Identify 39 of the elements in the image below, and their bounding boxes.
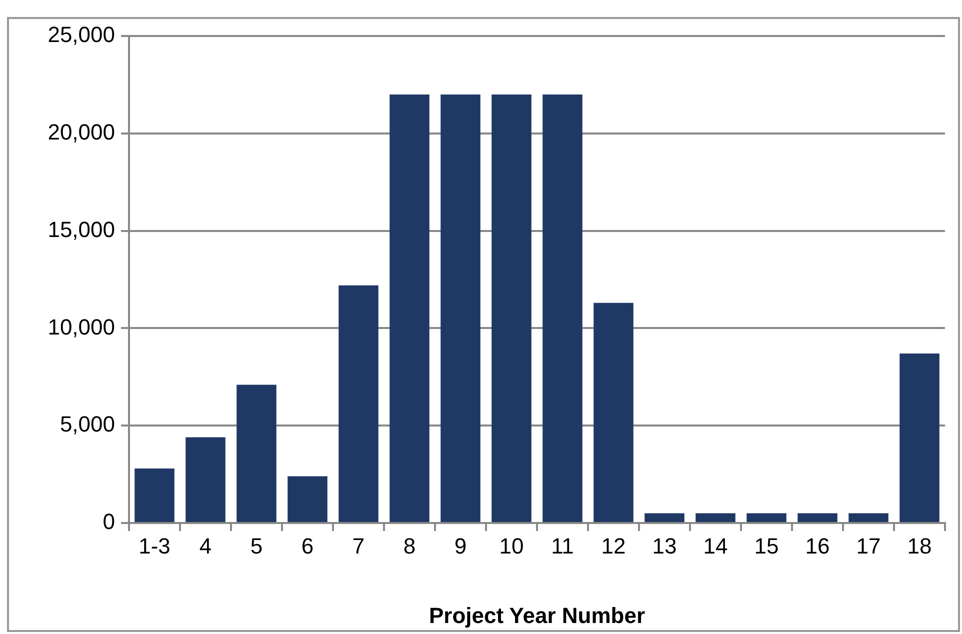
bar bbox=[390, 94, 430, 522]
bar bbox=[440, 94, 480, 522]
x-tick-label: 5 bbox=[250, 533, 263, 558]
bar bbox=[746, 513, 786, 522]
x-tick-label: 12 bbox=[601, 533, 626, 558]
bar bbox=[900, 354, 940, 522]
bar bbox=[798, 513, 838, 522]
x-tick-label: 16 bbox=[805, 533, 830, 558]
x-tick-label: 18 bbox=[907, 533, 932, 558]
bar bbox=[696, 513, 736, 522]
bar bbox=[186, 437, 226, 522]
bar bbox=[848, 513, 888, 522]
bar bbox=[288, 476, 328, 522]
bar bbox=[492, 94, 532, 522]
x-tick-label: 6 bbox=[301, 533, 314, 558]
x-tick-label: 10 bbox=[499, 533, 524, 558]
x-tick-label: 11 bbox=[551, 533, 574, 558]
bar bbox=[644, 513, 684, 522]
y-tick-label: 15,000 bbox=[48, 216, 115, 242]
y-tick-label: 20,000 bbox=[48, 119, 115, 144]
bar bbox=[134, 468, 174, 522]
x-tick-label: 9 bbox=[454, 533, 467, 558]
x-tick-label: 17 bbox=[856, 533, 881, 558]
x-tick-label: 14 bbox=[703, 533, 728, 558]
bar bbox=[594, 302, 634, 522]
bar bbox=[338, 285, 378, 522]
x-tick-label: 7 bbox=[352, 533, 365, 558]
y-tick-label: 0 bbox=[102, 509, 115, 534]
x-axis-title: Project Year Number bbox=[428, 602, 646, 628]
x-tick-label: 13 bbox=[652, 533, 677, 558]
bar bbox=[236, 384, 276, 522]
y-tick-label: 10,000 bbox=[48, 314, 115, 340]
y-tick-label: 5,000 bbox=[60, 412, 115, 437]
x-tick-label: 15 bbox=[754, 533, 779, 558]
x-tick-label: 8 bbox=[403, 533, 416, 558]
bar bbox=[542, 94, 582, 522]
x-tick-label: 4 bbox=[199, 533, 212, 558]
y-tick-label: 25,000 bbox=[48, 22, 115, 48]
x-tick-label: 1-3 bbox=[138, 533, 170, 558]
